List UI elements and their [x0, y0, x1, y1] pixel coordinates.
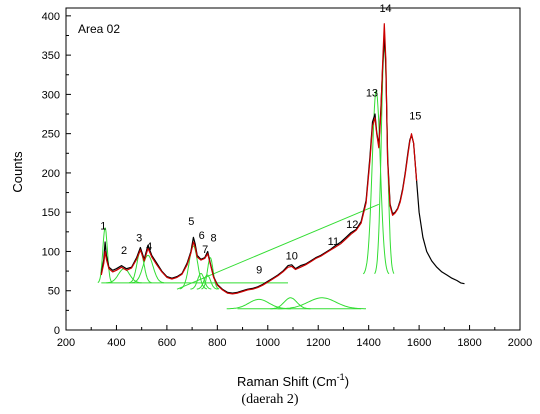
- figure-caption: (daerah 2): [241, 392, 299, 407]
- component-peak-8: [201, 257, 220, 290]
- peak-label-7: 7: [202, 244, 208, 256]
- peak-label-1: 1: [100, 220, 106, 232]
- x-tick-label: 1800: [457, 337, 481, 349]
- component-peak-6: [190, 273, 212, 290]
- x-axis-title-suffix: ): [345, 374, 349, 389]
- x-axis-title: Raman Shift (Cm-1): [237, 372, 349, 389]
- raman-spectrum-chart: 200 400 600 800 1000 1200 1400 1600 1800 20000501…: [10, 3, 533, 389]
- x-axis-title-text: Raman Shift (Cm: [237, 374, 337, 389]
- peak-label-11: 11: [328, 236, 339, 248]
- plot-area: [97, 23, 465, 310]
- y-tick-label: 100: [42, 246, 60, 258]
- x-tick-label: 1000: [256, 337, 280, 349]
- component-peak-13: [374, 46, 395, 274]
- component-peak-4: [131, 254, 165, 284]
- x-axis-title-superscript: -1: [337, 372, 345, 382]
- y-tick-label: 200: [42, 168, 60, 180]
- spectrum-line: [100, 34, 465, 294]
- peak-label-10: 10: [286, 250, 298, 262]
- y-tick-label: 0: [54, 325, 60, 337]
- x-tick-label: 600: [158, 337, 176, 349]
- component-peak-12: [362, 89, 390, 275]
- x-tick-label: 2000: [508, 337, 532, 349]
- y-tick-label: 250: [42, 129, 60, 141]
- x-tick-label: 1600: [407, 337, 431, 349]
- component-peak-1: [97, 227, 113, 283]
- plot-frame: [65, 7, 521, 331]
- peak-label-2: 2: [121, 245, 127, 257]
- component-peak-10: [270, 297, 311, 310]
- peak-label-5: 5: [188, 216, 194, 228]
- peak-label-8: 8: [210, 232, 216, 244]
- x-tick-label: 800: [208, 337, 226, 349]
- y-tick-label: 300: [42, 89, 60, 101]
- peak-label-9: 9: [256, 264, 262, 276]
- peak-label-15: 15: [409, 111, 421, 123]
- y-tick-label: 50: [48, 286, 60, 298]
- peak-label-14: 14: [379, 3, 391, 15]
- component-peak-9: [226, 298, 291, 310]
- baseline-2: [176, 203, 379, 290]
- fit-line: [100, 23, 418, 295]
- y-axis-title: Counts: [10, 151, 25, 193]
- peak-label-4: 4: [146, 241, 152, 253]
- y-tick-label: 400: [42, 11, 60, 23]
- peak-label-13: 13: [366, 88, 378, 100]
- x-tick-label: 200: [57, 337, 75, 349]
- x-tick-label: 1200: [306, 337, 330, 349]
- x-tick-label: 1400: [356, 337, 380, 349]
- peak-label-12: 12: [346, 219, 358, 231]
- y-tick-label: 150: [42, 207, 60, 219]
- peak-label-3: 3: [136, 232, 142, 244]
- axes: 200 400 600 800 1000 1200 1400 1600 1800 20000501…: [42, 3, 533, 349]
- x-tick-label: 400: [107, 337, 125, 349]
- area-annotation: Area 02: [78, 22, 120, 36]
- y-tick-label: 350: [42, 50, 60, 62]
- peak-label-6: 6: [199, 230, 205, 242]
- component-peak-11: [277, 297, 366, 310]
